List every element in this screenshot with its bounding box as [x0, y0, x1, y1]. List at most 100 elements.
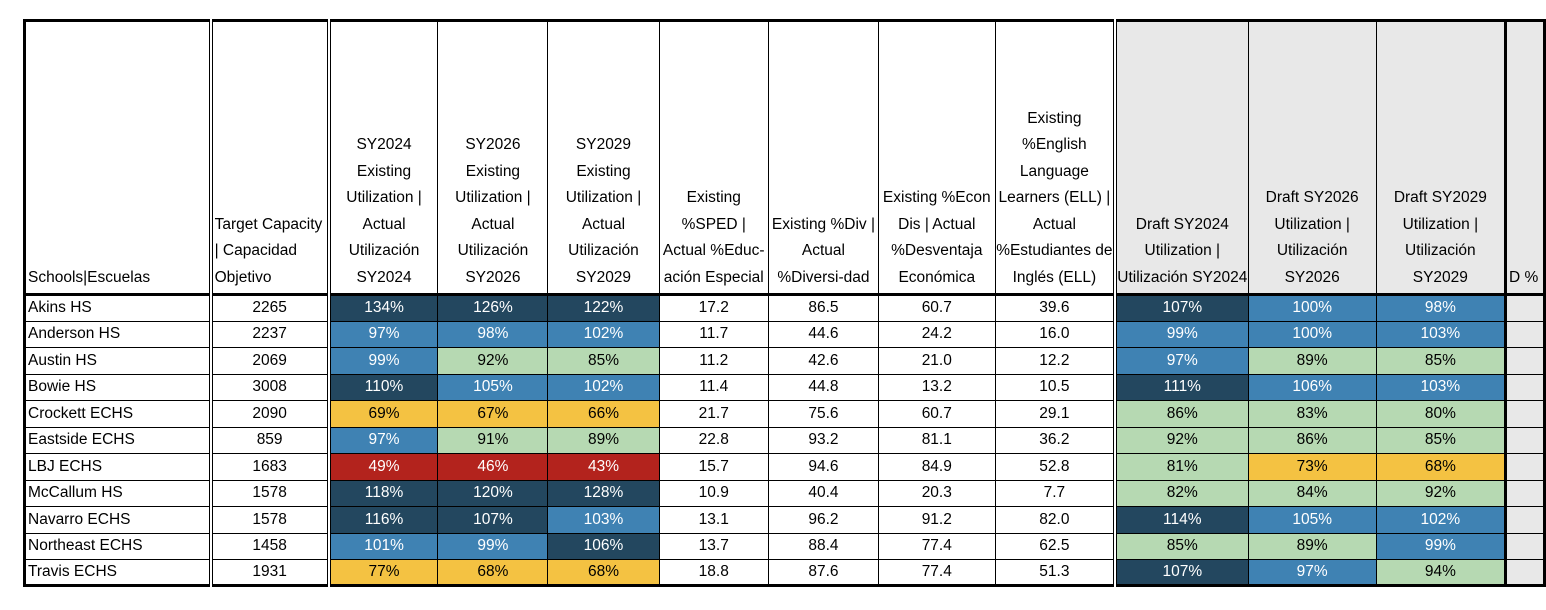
cell-target-capacity[interactable]: 2090	[210, 400, 331, 428]
cell-econ-dis[interactable]: 77.4	[877, 559, 996, 586]
cell-target-capacity[interactable]: 1578	[210, 506, 331, 534]
cell-sy2024-existing[interactable]: 97%	[328, 320, 439, 348]
cell-sy2029-existing[interactable]: 89%	[547, 426, 660, 454]
cell-sy2024-existing[interactable]: 134%	[328, 294, 439, 322]
cell-cut-off[interactable]	[1504, 294, 1546, 322]
cell-target-capacity[interactable]: 3008	[210, 373, 331, 401]
cell-target-capacity[interactable]: 1578	[210, 479, 331, 507]
cell-econ-dis[interactable]: 81.1	[877, 426, 996, 454]
cell-draft-sy2024[interactable]: 85%	[1114, 532, 1249, 560]
cell-draft-sy2026[interactable]: 83%	[1247, 400, 1377, 428]
cell-sped[interactable]: 11.4	[658, 373, 770, 401]
cell-draft-sy2029[interactable]: 103%	[1375, 373, 1507, 401]
cell-draft-sy2029[interactable]: 92%	[1375, 479, 1507, 507]
cell-sped[interactable]: 13.1	[658, 506, 770, 534]
cell-draft-sy2026[interactable]: 89%	[1247, 532, 1377, 560]
cell-school[interactable]: LBJ ECHS	[23, 453, 213, 481]
cell-sy2026-existing[interactable]: 107%	[437, 506, 549, 534]
cell-school[interactable]: Bowie HS	[23, 373, 213, 401]
cell-school[interactable]: Akins HS	[23, 294, 213, 322]
cell-draft-sy2024[interactable]: 82%	[1114, 479, 1249, 507]
cell-sy2029-existing[interactable]: 106%	[547, 532, 660, 560]
cell-sy2026-existing[interactable]: 120%	[437, 479, 549, 507]
cell-cut-off[interactable]	[1504, 373, 1546, 401]
cell-sy2024-existing[interactable]: 77%	[328, 559, 439, 586]
cell-sy2029-existing[interactable]: 103%	[547, 506, 660, 534]
cell-sped[interactable]: 13.7	[658, 532, 770, 560]
cell-draft-sy2024[interactable]: 111%	[1114, 373, 1249, 401]
cell-cut-off[interactable]	[1504, 426, 1546, 454]
cell-draft-sy2024[interactable]: 99%	[1114, 320, 1249, 348]
cell-sy2026-existing[interactable]: 98%	[437, 320, 549, 348]
cell-ell[interactable]: 62.5	[994, 532, 1118, 560]
cell-sy2026-existing[interactable]: 99%	[437, 532, 549, 560]
cell-school[interactable]: Navarro ECHS	[23, 506, 213, 534]
cell-sy2026-existing[interactable]: 92%	[437, 347, 549, 375]
cell-draft-sy2024[interactable]: 81%	[1114, 453, 1249, 481]
cell-sy2024-existing[interactable]: 69%	[328, 400, 439, 428]
cell-draft-sy2024[interactable]: 107%	[1114, 559, 1249, 586]
cell-draft-sy2026[interactable]: 84%	[1247, 479, 1377, 507]
cell-cut-off[interactable]	[1504, 347, 1546, 375]
cell-econ-dis[interactable]: 60.7	[877, 400, 996, 428]
cell-cut-off[interactable]	[1504, 453, 1546, 481]
cell-ell[interactable]: 10.5	[994, 373, 1118, 401]
cell-target-capacity[interactable]: 2237	[210, 320, 331, 348]
cell-draft-sy2029[interactable]: 103%	[1375, 320, 1507, 348]
cell-ell[interactable]: 29.1	[994, 400, 1118, 428]
cell-cut-off[interactable]	[1504, 506, 1546, 534]
cell-ell[interactable]: 39.6	[994, 294, 1118, 322]
cell-draft-sy2024[interactable]: 86%	[1114, 400, 1249, 428]
cell-diversity[interactable]: 86.5	[768, 294, 879, 322]
cell-sy2026-existing[interactable]: 46%	[437, 453, 549, 481]
cell-diversity[interactable]: 44.6	[768, 320, 879, 348]
cell-sped[interactable]: 21.7	[658, 400, 770, 428]
cell-draft-sy2026[interactable]: 100%	[1247, 320, 1377, 348]
cell-sped[interactable]: 15.7	[658, 453, 770, 481]
cell-sy2029-existing[interactable]: 122%	[547, 294, 660, 322]
cell-diversity[interactable]: 94.6	[768, 453, 879, 481]
cell-sy2024-existing[interactable]: 97%	[328, 426, 439, 454]
cell-sy2024-existing[interactable]: 99%	[328, 347, 439, 375]
cell-school[interactable]: Austin HS	[23, 347, 213, 375]
cell-diversity[interactable]: 42.6	[768, 347, 879, 375]
cell-sped[interactable]: 17.2	[658, 294, 770, 322]
cell-draft-sy2029[interactable]: 85%	[1375, 426, 1507, 454]
cell-sy2029-existing[interactable]: 43%	[547, 453, 660, 481]
cell-draft-sy2026[interactable]: 97%	[1247, 559, 1377, 586]
cell-diversity[interactable]: 44.8	[768, 373, 879, 401]
cell-sy2026-existing[interactable]: 105%	[437, 373, 549, 401]
cell-draft-sy2024[interactable]: 92%	[1114, 426, 1249, 454]
cell-sy2029-existing[interactable]: 66%	[547, 400, 660, 428]
cell-draft-sy2024[interactable]: 114%	[1114, 506, 1249, 534]
cell-school[interactable]: Travis ECHS	[23, 559, 213, 586]
cell-draft-sy2024[interactable]: 97%	[1114, 347, 1249, 375]
cell-draft-sy2029[interactable]: 68%	[1375, 453, 1507, 481]
cell-sy2029-existing[interactable]: 68%	[547, 559, 660, 586]
cell-draft-sy2026[interactable]: 86%	[1247, 426, 1377, 454]
cell-draft-sy2026[interactable]: 105%	[1247, 506, 1377, 534]
cell-econ-dis[interactable]: 20.3	[877, 479, 996, 507]
cell-econ-dis[interactable]: 24.2	[877, 320, 996, 348]
cell-sy2026-existing[interactable]: 126%	[437, 294, 549, 322]
cell-sped[interactable]: 11.2	[658, 347, 770, 375]
cell-cut-off[interactable]	[1504, 532, 1546, 560]
cell-target-capacity[interactable]: 2265	[210, 294, 331, 322]
cell-school[interactable]: McCallum HS	[23, 479, 213, 507]
cell-sy2029-existing[interactable]: 102%	[547, 320, 660, 348]
cell-sped[interactable]: 22.8	[658, 426, 770, 454]
cell-cut-off[interactable]	[1504, 400, 1546, 428]
cell-cut-off[interactable]	[1504, 320, 1546, 348]
cell-school[interactable]: Crockett ECHS	[23, 400, 213, 428]
cell-cut-off[interactable]	[1504, 559, 1546, 586]
cell-draft-sy2026[interactable]: 106%	[1247, 373, 1377, 401]
cell-ell[interactable]: 36.2	[994, 426, 1118, 454]
cell-ell[interactable]: 16.0	[994, 320, 1118, 348]
cell-target-capacity[interactable]: 1683	[210, 453, 331, 481]
cell-draft-sy2026[interactable]: 73%	[1247, 453, 1377, 481]
cell-ell[interactable]: 7.7	[994, 479, 1118, 507]
cell-sy2024-existing[interactable]: 118%	[328, 479, 439, 507]
cell-diversity[interactable]: 75.6	[768, 400, 879, 428]
cell-diversity[interactable]: 40.4	[768, 479, 879, 507]
cell-ell[interactable]: 82.0	[994, 506, 1118, 534]
